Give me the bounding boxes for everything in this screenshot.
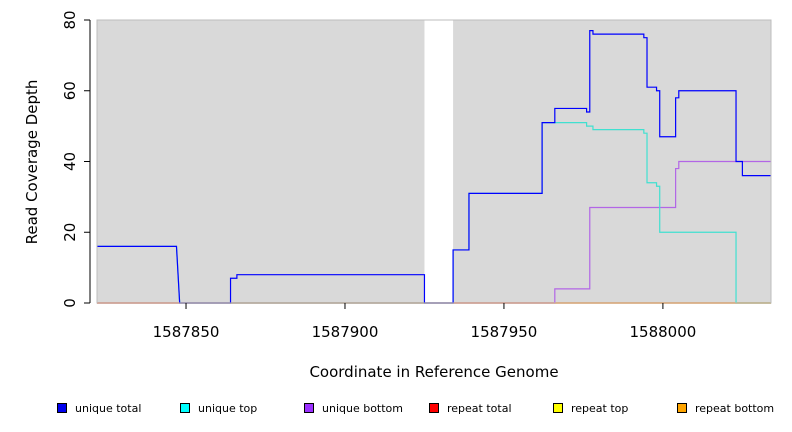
coverage-chart: 1587850 1587900 1587950 1588000 0 20 40 60 80 C… — [23, 10, 772, 381]
series-line-unique-total — [97, 30, 771, 304]
x-tick-label: 1587900 — [312, 323, 379, 341]
legend-swatch-unique-total — [57, 403, 67, 413]
legend-item-unique-top: unique top — [180, 398, 257, 418]
legend-item-repeat-total: repeat total — [429, 398, 512, 418]
legend-swatch-repeat-top — [553, 403, 563, 413]
legend-item-repeat-top: repeat top — [553, 398, 628, 418]
legend: unique total unique top unique bottom re… — [0, 398, 792, 420]
x-axis: 1587850 1587900 1587950 1588000 — [153, 303, 696, 341]
legend-swatch-unique-bottom — [304, 403, 314, 413]
y-axis: 0 20 40 60 80 — [61, 10, 91, 308]
legend-label-unique-total: unique total — [75, 401, 142, 415]
y-axis-label: Read Coverage Depth — [23, 80, 41, 245]
panel-border — [96, 19, 772, 304]
legend-swatch-unique-top — [180, 403, 190, 413]
legend-item-unique-total: unique total — [57, 398, 141, 418]
legend-label-repeat-bottom: repeat bottom — [695, 401, 775, 415]
x-tick-label: 1588000 — [629, 323, 696, 341]
x-axis-label: Coordinate in Reference Genome — [309, 363, 558, 381]
y-tick-label: 20 — [61, 223, 79, 242]
series-line-unique-bottom — [97, 160, 771, 304]
legend-label-unique-bottom: unique bottom — [322, 401, 404, 415]
y-tick-label: 60 — [61, 81, 79, 100]
legend-swatch-repeat-bottom — [677, 403, 687, 413]
legend-item-unique-bottom: unique bottom — [304, 398, 403, 418]
x-tick-label: 1587950 — [471, 323, 538, 341]
gap-region — [424, 20, 454, 303]
legend-swatch-repeat-total — [429, 403, 439, 413]
y-tick-label: 80 — [61, 10, 79, 29]
x-tick-label: 1587850 — [153, 323, 220, 341]
legend-label-repeat-top: repeat top — [571, 401, 629, 415]
y-tick-label: 0 — [61, 298, 79, 308]
y-tick-label: 40 — [61, 152, 79, 171]
legend-label-unique-top: unique top — [198, 401, 258, 415]
legend-label-repeat-total: repeat total — [447, 401, 512, 415]
legend-item-repeat-bottom: repeat bottom — [677, 398, 774, 418]
